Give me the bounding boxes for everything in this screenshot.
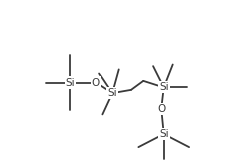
Text: Si: Si — [159, 82, 169, 92]
Text: O: O — [157, 104, 165, 114]
Text: Si: Si — [159, 129, 169, 139]
Text: O: O — [92, 78, 100, 87]
Text: Si: Si — [66, 78, 75, 87]
Text: Si: Si — [107, 88, 117, 98]
